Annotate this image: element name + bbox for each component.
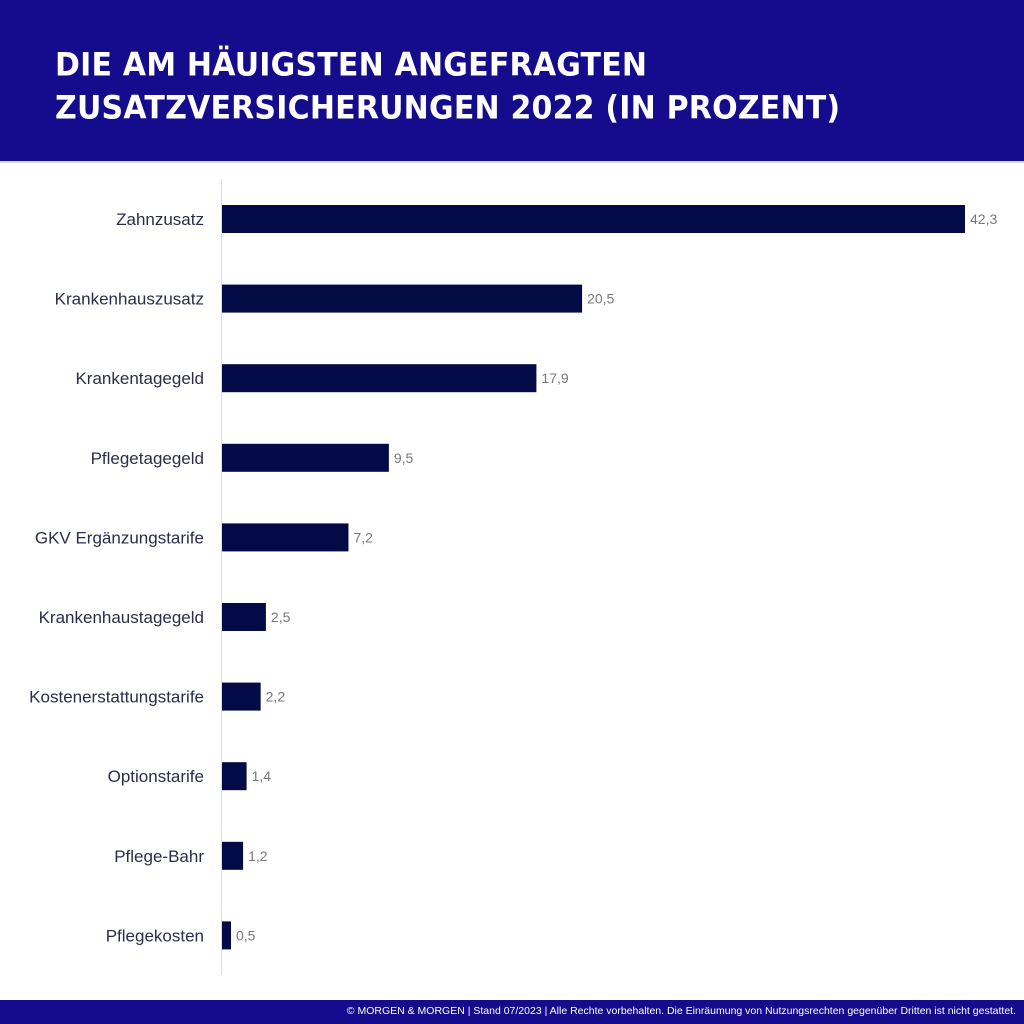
- value-label: 17,9: [541, 370, 568, 386]
- bar-row: Pflege-Bahr 1,2: [114, 841, 268, 870]
- bar: [222, 523, 349, 552]
- bar-row: Krankentagegeld 17,9: [75, 364, 569, 393]
- category-label: Pflegetagegeld: [91, 449, 204, 468]
- footer-bar: © MORGEN & MORGEN | Stand 07/2023 | Alle…: [0, 1000, 1024, 1024]
- category-label: GKV Ergänzungstarife: [35, 528, 204, 547]
- bar-row: Krankenhauszusatz 20,5: [55, 284, 615, 313]
- bar-chart: Zahnzusatz 42,3 Krankenhauszusatz 20,5 Krank…: [0, 163, 1024, 993]
- bar: [222, 364, 537, 393]
- bar: [222, 762, 247, 791]
- value-label: 20,5: [587, 291, 614, 307]
- bar: [222, 841, 244, 870]
- bar: [222, 205, 965, 233]
- bar: [222, 284, 583, 313]
- bar-row: Kostenerstattungstarife 2,2: [29, 682, 286, 711]
- bar-row: GKV Ergänzungstarife 7,2: [35, 523, 373, 552]
- header-banner: Die am häuigsten angefragten Zusatzversi…: [0, 0, 1024, 161]
- bar-row: Pflegekosten 0,5: [106, 921, 256, 950]
- value-label: 2,5: [271, 609, 291, 625]
- value-label: 0,5: [236, 927, 256, 943]
- bar-row: Optionstarife 1,4: [108, 762, 272, 791]
- bar: [222, 682, 261, 711]
- value-label: 9,5: [394, 450, 414, 466]
- value-label: 1,2: [248, 848, 268, 864]
- category-label: Pflege-Bahr: [114, 847, 204, 866]
- category-label: Pflegekosten: [106, 926, 204, 945]
- header-divider: [0, 161, 1024, 163]
- category-label: Zahnzusatz: [116, 210, 204, 229]
- bar-row: Pflegetagegeld 9,5: [91, 443, 414, 472]
- category-label: Krankentagegeld: [75, 369, 204, 388]
- bar-row: Krankenhaustagegeld 2,5: [39, 603, 291, 631]
- bar: [222, 921, 231, 950]
- value-label: 2,2: [266, 689, 286, 705]
- value-label: 7,2: [353, 529, 373, 545]
- bar: [222, 603, 266, 631]
- category-label: Krankenhaustagegeld: [39, 608, 204, 627]
- chart-title: Die am häuigsten angefragten Zusatzversi…: [55, 46, 841, 128]
- copyright-notice: © MORGEN & MORGEN | Stand 07/2023 | Alle…: [346, 1005, 1016, 1017]
- category-label: Krankenhauszusatz: [55, 290, 204, 309]
- bar-row: Zahnzusatz 42,3: [116, 205, 997, 233]
- category-label: Kostenerstattungstarife: [29, 688, 204, 707]
- bar: [222, 443, 389, 472]
- value-label: 1,4: [252, 768, 272, 784]
- category-label: Optionstarife: [108, 767, 204, 786]
- value-label: 42,3: [970, 211, 997, 227]
